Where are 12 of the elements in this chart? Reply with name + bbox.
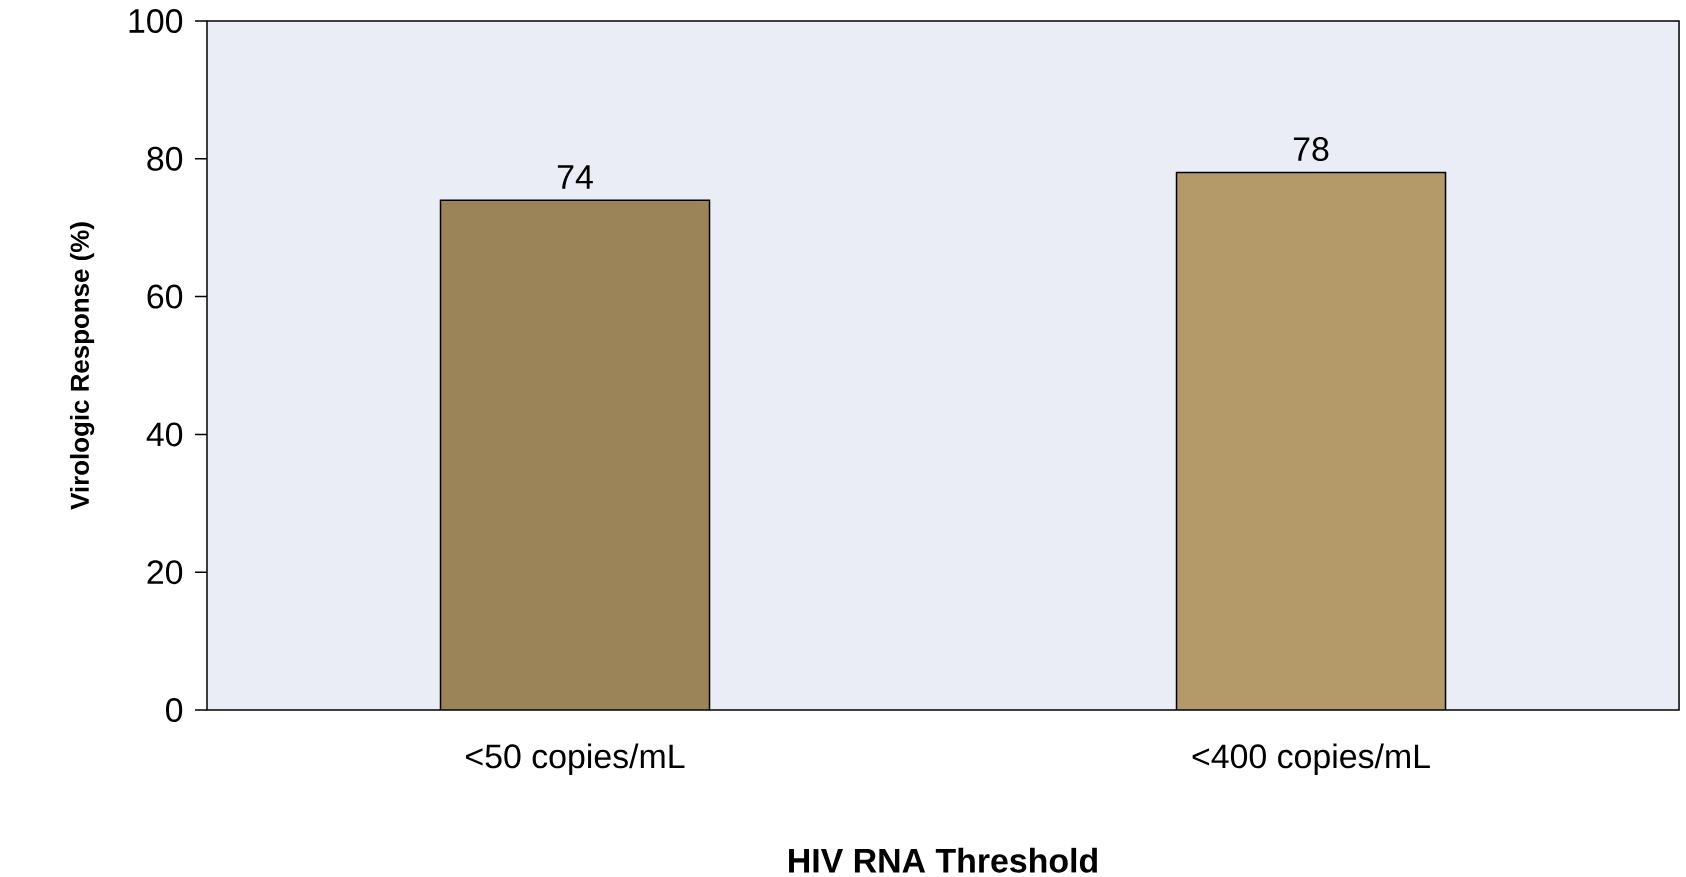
y-tick-label: 80 bbox=[147, 146, 183, 171]
y-tick-label: 40 bbox=[146, 422, 183, 447]
x-tick-label: <50 copies/mL bbox=[466, 743, 685, 776]
y-tick-label: 60 bbox=[147, 284, 183, 309]
x-tick-label: <400 copies/mL bbox=[1192, 743, 1430, 776]
y-tick-label: 20 bbox=[147, 560, 183, 585]
x-axis-title: HIV RNA Threshold bbox=[789, 847, 1097, 873]
y-tick-label: 0 bbox=[166, 698, 183, 722]
y-axis-title: Virologic Response (%) bbox=[69, 222, 95, 510]
data-label: 78 bbox=[1293, 137, 1329, 162]
data-label: 74 bbox=[557, 165, 593, 189]
y-tick-label: 100 bbox=[129, 8, 183, 33]
